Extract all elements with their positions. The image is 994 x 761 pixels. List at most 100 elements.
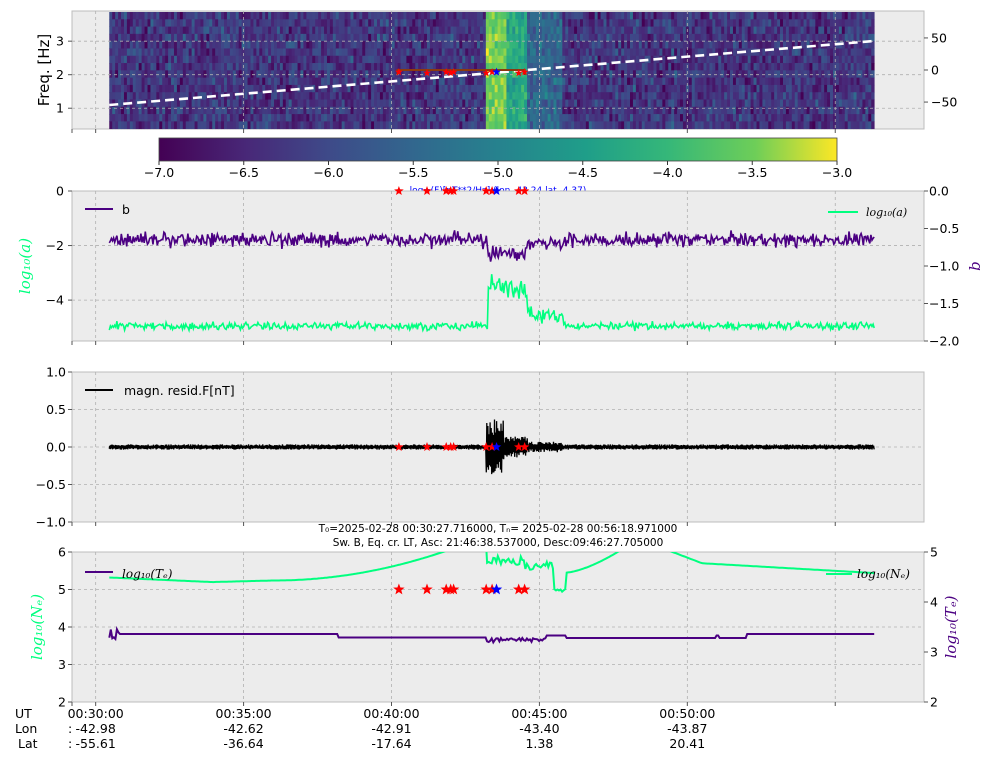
spectrogram-cell [176, 92, 181, 100]
spectrogram-cell [521, 77, 525, 86]
spectrogram-cell [635, 114, 640, 122]
spectrogram-cell [827, 106, 831, 115]
spectrogram-cell [700, 12, 704, 20]
spectrogram-cell [318, 26, 322, 35]
spectrogram-cell [321, 121, 325, 130]
spectrogram-cell [494, 70, 498, 79]
spectrogram-cell [350, 12, 354, 20]
spectrogram-cell [424, 99, 428, 108]
spectrogram-cell [488, 99, 493, 108]
spectrogram-cell [606, 106, 610, 115]
spectrogram-cell [421, 70, 425, 79]
spectrogram-cell [612, 12, 616, 20]
spectrogram-cell [356, 99, 360, 108]
spectrogram-cell [618, 92, 622, 100]
spectrogram-cell [512, 106, 516, 115]
spectrogram-cell [218, 92, 222, 100]
spectrogram-cell [188, 92, 193, 100]
spectrogram-cell [497, 26, 501, 35]
spectrogram-cell [203, 121, 207, 130]
spectrogram-cell [515, 106, 519, 115]
spectrogram-cell [206, 41, 210, 49]
spectrogram-cell [197, 99, 201, 108]
spectrogram-cell [147, 84, 151, 93]
spectrogram-cell [215, 55, 219, 64]
spectrogram-cell [768, 12, 772, 20]
spectrogram-cell [465, 84, 469, 93]
spectrogram-cell [753, 99, 757, 108]
spectrogram-cell [512, 55, 516, 64]
spectrogram-cell [656, 84, 660, 93]
spectrogram-cell [144, 33, 148, 42]
spectrogram-cell [618, 48, 622, 57]
spectrogram-cell [718, 55, 722, 64]
spectrogram-cell [582, 99, 587, 108]
spectrogram-cell [732, 63, 737, 71]
spectrogram-cell [444, 12, 448, 20]
spectrogram-cell [432, 33, 437, 42]
spectrogram-cell [750, 70, 754, 79]
spectrogram-cell [123, 121, 128, 130]
spectrogram-cell [421, 63, 425, 71]
spectrogram-cell [841, 55, 846, 64]
spectrogram-cell [847, 26, 852, 35]
spectrogram-cell [494, 106, 498, 115]
spectrogram-cell [529, 106, 534, 115]
spectrogram-cell [527, 121, 531, 130]
spectrogram-cell [226, 12, 231, 20]
spectrogram-cell [800, 63, 804, 71]
spectrogram-cell [444, 70, 448, 79]
spectrogram-cell [524, 92, 528, 100]
spectrogram-cell [791, 33, 796, 42]
spectrogram-cell [600, 48, 604, 57]
spectrogram-cell [835, 26, 840, 35]
spectrogram-cell [285, 33, 290, 42]
spectrogram-cell [500, 70, 504, 79]
spectrogram-cell [371, 106, 375, 115]
spectrogram-cell [797, 99, 802, 108]
spectrogram-cell [429, 55, 434, 64]
spectrogram-cell [597, 70, 601, 79]
spectrogram-cell [309, 63, 313, 71]
spectrogram-cell [312, 92, 316, 100]
spectrogram-cell [641, 33, 646, 42]
spectrogram-cell [662, 26, 666, 35]
spectrogram-cell [730, 121, 734, 130]
spectrogram-cell [368, 48, 372, 57]
spectrogram-cell [777, 12, 781, 20]
spectrogram-cell [391, 12, 396, 20]
spectrogram-cell [400, 12, 404, 20]
spectrogram-cell [468, 26, 472, 35]
spectrogram-cell [303, 106, 307, 115]
spectrogram-cell [747, 84, 752, 93]
spectrogram-cell [123, 84, 128, 93]
spectrogram-cell [265, 48, 269, 57]
spectrogram-cell [482, 63, 487, 71]
spectrogram-cell [444, 55, 448, 64]
spectrogram-cell [226, 33, 231, 42]
spectrogram-cell [126, 106, 131, 115]
spectrogram-cell [727, 121, 731, 130]
spectrogram-cell [832, 106, 837, 115]
spectrogram-cell [291, 106, 295, 115]
spectrogram-cell [144, 77, 148, 86]
spectrogram-cell [265, 19, 269, 27]
spectrogram-cell [309, 77, 313, 86]
spectrogram-cell [388, 70, 393, 79]
spectrogram-cell [306, 99, 310, 108]
spectrogram-cell [674, 63, 678, 71]
panel2-legend-right: log₁₀(a) [828, 206, 907, 219]
spectrogram-cell [827, 12, 831, 20]
spectrogram-cell [282, 92, 287, 100]
spectrogram-cell [397, 77, 401, 86]
spectrogram-cell [118, 12, 122, 20]
spectrogram-cell [303, 41, 307, 49]
spectrogram-cell [421, 55, 425, 64]
spectrogram-cell [250, 121, 254, 130]
spectrogram-cell [824, 19, 828, 27]
spectrogram-cell [412, 106, 416, 115]
spectrogram-cell [585, 26, 590, 35]
spectrogram-cell [747, 121, 752, 130]
spectrogram-cell [844, 77, 849, 86]
spectrogram-cell [279, 114, 284, 122]
